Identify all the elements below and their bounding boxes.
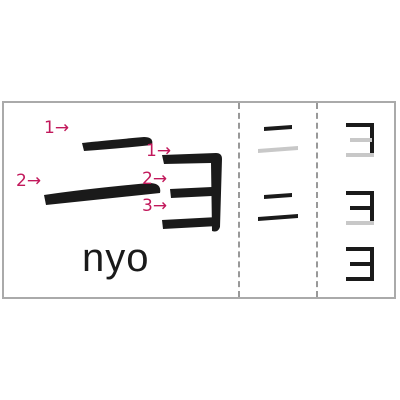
yo-stroke-2-label: 2→ [142,169,168,189]
ni-stroke-2-label: 2→ [16,171,42,191]
ni-stroke-1-label: 1→ [44,118,70,138]
divider-1 [238,103,240,297]
stroke-order-card: 1→ 2→ 1→ 2→ 3→ nyo [2,101,396,299]
main-ni-glyph [44,137,161,205]
practice-yo-step-1 [346,123,374,157]
yo-stroke-1-label: 1→ [146,141,172,161]
practice-ni-step-2 [258,193,298,221]
yo-stroke-3-label: 3→ [142,196,168,216]
practice-yo-step-2 [346,191,374,225]
romaji-label: nyo [82,236,150,280]
practice-ni-step-1 [258,125,298,153]
main-yo-glyph [162,153,222,232]
divider-2 [316,103,318,297]
practice-yo-step-3 [346,247,374,281]
